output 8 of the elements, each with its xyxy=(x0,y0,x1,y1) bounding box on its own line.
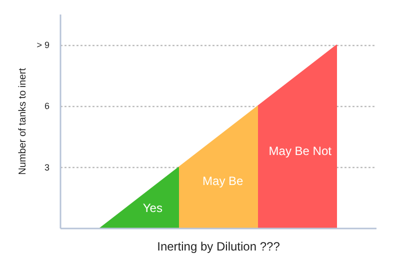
y-tick-label: > 9 xyxy=(36,40,50,50)
series-label: May Be xyxy=(202,174,244,188)
x-axis-title: Inerting by Dilution ??? xyxy=(157,240,280,254)
y-tick-label: 3 xyxy=(44,162,50,172)
y-tick-label: 6 xyxy=(44,101,50,112)
series-label: Yes xyxy=(142,201,162,216)
series-label: May Be Not xyxy=(268,144,332,158)
y-axis-title: Number of tanks to inert xyxy=(18,68,29,175)
